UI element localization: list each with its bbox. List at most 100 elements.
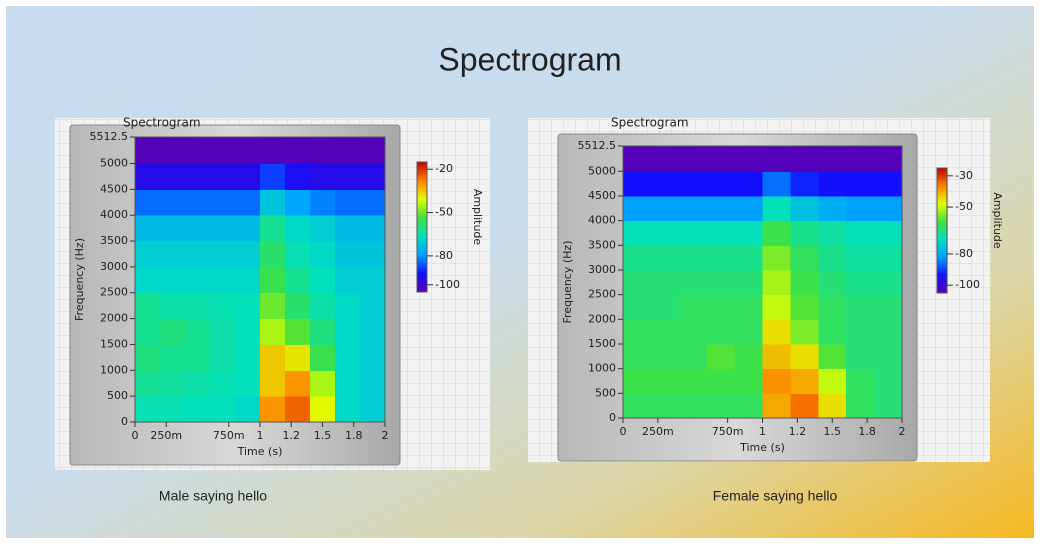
heatmap-cell (650, 343, 680, 370)
y-tick-label: 3000 (100, 260, 128, 273)
heatmap-cell (846, 146, 875, 172)
heatmap-cell (734, 269, 763, 296)
spectrogram-panel: Spectrogram 0 500 1000 1500 2000 2500 3000 3500 4… (55, 116, 490, 504)
heatmap-cell (185, 344, 211, 371)
x-tick-label: 1.2 (789, 425, 807, 438)
heatmap-cell (160, 163, 186, 190)
heatmap-cell (260, 344, 286, 371)
heatmap-cell (335, 318, 361, 345)
heatmap-cell (235, 241, 261, 268)
heatmap-cell (335, 189, 361, 216)
heatmap-cell (185, 318, 211, 345)
y-tick-label: 4500 (588, 189, 616, 202)
heatmap-cell (135, 318, 161, 345)
heatmap-cell (135, 137, 161, 164)
heatmap-cell (210, 241, 236, 268)
heatmap-cell (335, 292, 361, 320)
x-tick-label: 1.8 (858, 425, 876, 438)
heatmap-cell (762, 220, 791, 246)
heatmap-cell (706, 343, 736, 370)
heatmap-cell (310, 370, 336, 397)
caption: Female saying hello (713, 488, 838, 504)
heatmap-cell (734, 368, 763, 394)
heatmap-cell (185, 215, 211, 242)
heatmap-cell (650, 269, 680, 296)
y-tick-label: 1000 (100, 363, 128, 376)
heatmap-cell (135, 344, 161, 371)
heatmap-cell (310, 344, 336, 371)
heatmap-cell (623, 220, 652, 246)
heatmap-cell (846, 294, 875, 320)
y-tick-label: 5000 (588, 164, 616, 177)
heatmap-cell (623, 319, 652, 345)
heatmap-cell (818, 294, 847, 320)
heatmap-cell (285, 344, 311, 371)
caption: Male saying hello (159, 488, 267, 504)
heatmap-cell (874, 195, 902, 222)
heatmap-cell (874, 393, 902, 418)
y-tick-label: 5512.5 (90, 130, 129, 143)
heatmap-cell (260, 137, 286, 164)
heatmap-cell (706, 294, 736, 320)
heatmap-cell (706, 393, 736, 418)
heatmap-cell (734, 245, 763, 271)
heatmap-cell (874, 368, 902, 394)
heatmap-cell (185, 189, 211, 216)
x-tick-label: 0 (620, 425, 627, 438)
heatmap-cell (678, 368, 708, 394)
y-axis-label: Frequency (Hz) (561, 241, 574, 324)
heatmap-cell (285, 266, 311, 294)
heatmap-cell (846, 195, 875, 222)
heatmap-cell (678, 220, 708, 246)
heatmap-cell (678, 245, 708, 271)
y-tick-label: 1500 (100, 337, 128, 350)
heatmap-cell (260, 163, 286, 190)
heatmap-cell (790, 393, 819, 418)
heatmap-cell (623, 146, 652, 172)
heatmap-cell (360, 396, 385, 422)
x-tick-label: 1 (257, 429, 264, 442)
heatmap-cell (285, 137, 311, 164)
heatmap-cell (762, 368, 791, 394)
heatmap-cell (734, 294, 763, 320)
y-tick-label: 5512.5 (578, 139, 617, 152)
heatmap-cell (790, 319, 819, 345)
y-tick-label: 3500 (588, 238, 616, 251)
heatmap-cell (285, 189, 311, 216)
heatmap-cell (706, 269, 736, 296)
heatmap-cell (310, 318, 336, 345)
heatmap-cell (210, 292, 236, 320)
heatmap-cell (160, 396, 186, 422)
colorbar-tick-label: -50 (435, 206, 453, 219)
heatmap-cell (285, 318, 311, 345)
heatmap-cell (160, 292, 186, 320)
heatmap-cell (790, 294, 819, 320)
heatmap-cell (235, 396, 261, 422)
heatmap-cell (623, 343, 652, 370)
colorbar-tick-label: -100 (435, 278, 460, 291)
heatmap-cell (874, 171, 902, 197)
x-tick-label: 250m (150, 429, 182, 442)
heatmap-cell (260, 318, 286, 345)
heatmap-cell (874, 319, 902, 345)
heatmap-cell (623, 245, 652, 271)
heatmap-cell (846, 171, 875, 197)
heatmap-cell (260, 241, 286, 268)
heatmap-cell (335, 241, 361, 268)
heatmap-cell (874, 146, 902, 172)
heatmap-cell (210, 318, 236, 345)
heatmap-cell (260, 370, 286, 397)
heatmap-cell (762, 171, 791, 197)
heatmap-cell (160, 137, 186, 164)
heatmap-cell (818, 368, 847, 394)
heatmap-cell (706, 245, 736, 271)
y-tick-label: 1000 (588, 362, 616, 375)
heatmap-cell (623, 269, 652, 296)
heatmap-cell (818, 393, 847, 418)
heatmap-cell (285, 241, 311, 268)
x-tick-label: 1 (759, 425, 766, 438)
heatmap-cell (762, 195, 791, 222)
heatmap-cell (185, 266, 211, 294)
colorbar-tick-label: -20 (435, 162, 453, 175)
y-tick-label: 4000 (588, 214, 616, 227)
